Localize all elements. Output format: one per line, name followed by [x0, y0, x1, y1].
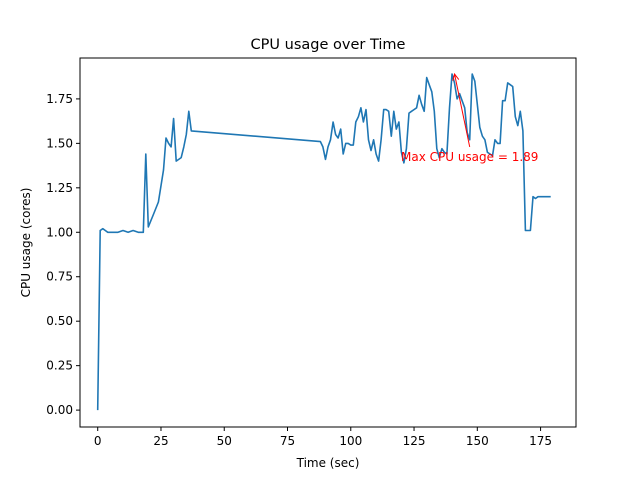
plot-frame	[79, 57, 577, 428]
x-tick-label: 125	[403, 434, 426, 448]
annotation-arrowhead	[452, 72, 460, 81]
y-tick-label: 0.25	[46, 359, 73, 373]
chart-title: CPU usage over Time	[251, 37, 406, 53]
y-tick-label: 0.75	[46, 270, 73, 284]
x-tick-label: 100	[339, 434, 362, 448]
y-tick-label: 1.00	[46, 225, 73, 239]
y-tick-label: 1.75	[46, 92, 73, 106]
x-tick-label: 0	[94, 434, 102, 448]
x-tick-label: 25	[153, 434, 168, 448]
x-tick-label: 175	[529, 434, 552, 448]
x-axis-ticks: 0 25 50 75 100 125 150 175	[94, 427, 552, 448]
y-tick-label: 1.25	[46, 181, 73, 195]
x-tick-label: 50	[217, 434, 232, 448]
series-line	[96, 73, 551, 411]
x-tick-label: 75	[280, 434, 295, 448]
y-axis-label: CPU usage (cores)	[19, 188, 33, 298]
annotation-text: Max CPU usage = 1.89	[401, 150, 538, 164]
annotation-arrow	[454, 73, 471, 148]
x-tick-label: 150	[466, 434, 489, 448]
y-tick-label: 0.50	[46, 314, 73, 328]
y-axis-ticks: 0.00 0.25 0.50 0.75 1.00 1.25 1.50 1.75	[46, 92, 80, 417]
plot-area	[80, 58, 576, 427]
max-annotation: Max CPU usage = 1.89	[401, 72, 538, 164]
x-axis-label: Time (sec)	[296, 456, 360, 470]
y-tick-label: 0.00	[46, 403, 73, 417]
y-tick-label: 1.50	[46, 136, 73, 150]
